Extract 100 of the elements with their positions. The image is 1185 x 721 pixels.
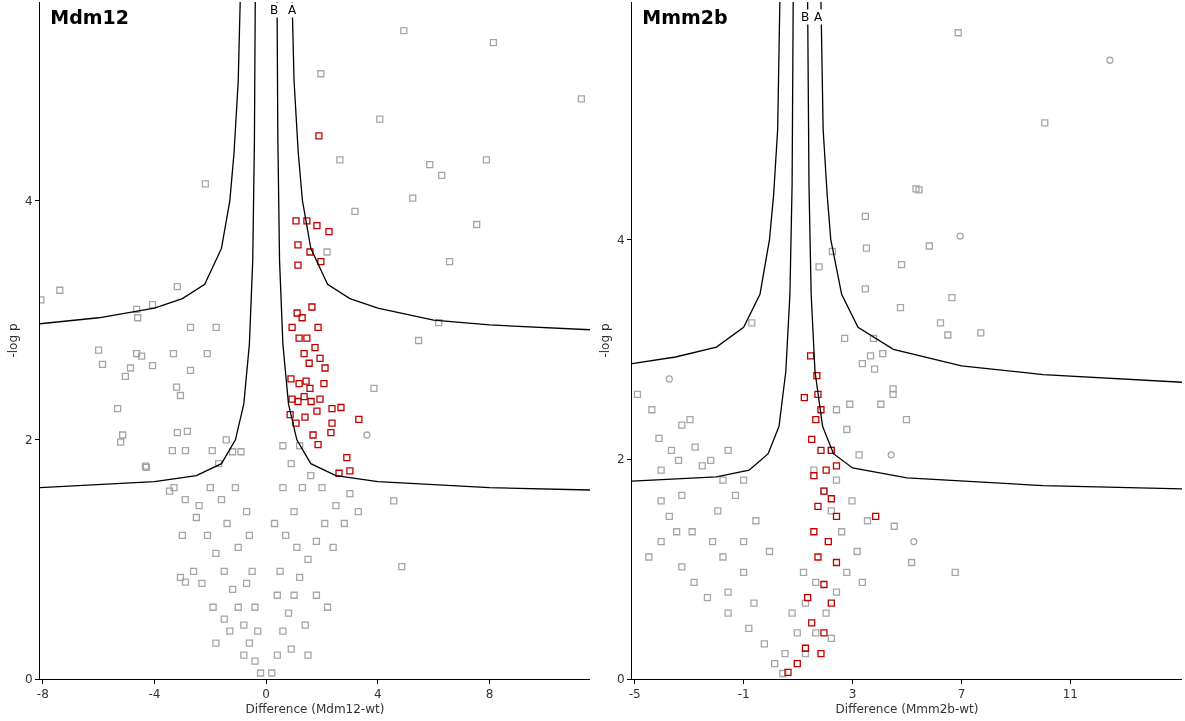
point bbox=[328, 419, 336, 427]
line-series bbox=[276, 2, 590, 491]
point bbox=[827, 495, 835, 503]
point bbox=[814, 390, 822, 398]
point bbox=[288, 323, 296, 331]
point bbox=[303, 217, 311, 225]
x-tick-label: -5 bbox=[628, 687, 641, 702]
point bbox=[315, 132, 323, 140]
point bbox=[956, 232, 964, 240]
point bbox=[328, 405, 336, 413]
point bbox=[820, 580, 828, 589]
point bbox=[814, 502, 822, 511]
point bbox=[293, 309, 301, 317]
point bbox=[808, 619, 816, 627]
point bbox=[820, 629, 828, 637]
point bbox=[337, 403, 345, 412]
y-tick-label: 0 bbox=[24, 672, 33, 687]
point bbox=[665, 375, 673, 383]
point bbox=[320, 379, 328, 388]
point bbox=[292, 419, 300, 427]
point bbox=[784, 668, 792, 677]
point bbox=[808, 435, 816, 444]
point bbox=[308, 303, 316, 311]
point bbox=[832, 512, 841, 520]
point bbox=[303, 334, 311, 342]
point bbox=[887, 451, 895, 459]
point bbox=[822, 466, 830, 474]
point bbox=[305, 359, 313, 367]
point bbox=[343, 454, 351, 462]
point bbox=[327, 428, 335, 437]
point bbox=[294, 397, 302, 406]
x-tick-label: -1 bbox=[737, 687, 750, 702]
point bbox=[317, 257, 325, 266]
x-tick-label: 3 bbox=[848, 687, 857, 702]
point bbox=[306, 248, 314, 256]
x-axis-title: Difference (Mmm2b-wt) bbox=[835, 702, 979, 717]
point bbox=[346, 467, 354, 475]
annotation: A bbox=[814, 10, 823, 24]
point bbox=[316, 395, 324, 403]
point bbox=[801, 644, 810, 652]
point bbox=[306, 384, 314, 392]
y-tick-label: 4 bbox=[616, 232, 625, 247]
point bbox=[288, 395, 296, 403]
point bbox=[300, 350, 308, 358]
point bbox=[307, 397, 315, 406]
point bbox=[287, 375, 295, 383]
point bbox=[814, 553, 822, 561]
point bbox=[824, 537, 832, 546]
point bbox=[872, 512, 880, 520]
point bbox=[363, 431, 371, 439]
x-tick-label: 4 bbox=[374, 687, 382, 702]
point bbox=[806, 352, 815, 360]
point bbox=[295, 334, 303, 342]
point bbox=[294, 241, 302, 249]
point bbox=[294, 261, 302, 269]
chart-title: Mdm12 bbox=[50, 6, 130, 29]
point bbox=[817, 406, 825, 414]
point bbox=[295, 379, 303, 388]
x-tick-label: 8 bbox=[485, 687, 494, 702]
annotation: B bbox=[270, 3, 279, 17]
y-tick-label: 2 bbox=[24, 432, 33, 447]
point bbox=[314, 323, 322, 331]
point bbox=[800, 394, 808, 402]
point bbox=[793, 659, 801, 668]
annotation: A bbox=[288, 3, 297, 17]
point bbox=[325, 228, 333, 236]
point bbox=[832, 462, 841, 470]
x-tick-label: 7 bbox=[957, 687, 966, 702]
point bbox=[302, 377, 310, 385]
x-axis-title: Difference (Mdm12-wt) bbox=[245, 702, 385, 717]
point bbox=[803, 594, 812, 602]
point bbox=[300, 393, 308, 401]
chart-title: Mmm2b bbox=[642, 6, 728, 29]
x-tick-label: 11 bbox=[1062, 687, 1079, 702]
point bbox=[309, 431, 317, 439]
point bbox=[321, 364, 329, 372]
line-series bbox=[820, 2, 1182, 383]
point bbox=[1106, 56, 1114, 64]
point bbox=[316, 354, 324, 363]
point bbox=[817, 446, 825, 455]
point bbox=[817, 650, 825, 658]
y-tick-label: 4 bbox=[24, 193, 33, 208]
y-tick-label: 2 bbox=[616, 452, 625, 467]
point bbox=[292, 217, 300, 225]
point bbox=[286, 411, 294, 419]
point bbox=[812, 415, 820, 424]
point bbox=[335, 469, 343, 477]
point bbox=[832, 558, 841, 567]
point bbox=[910, 537, 918, 546]
y-axis-title: -log p bbox=[598, 323, 613, 358]
point bbox=[313, 407, 321, 415]
point bbox=[810, 528, 818, 536]
y-axis-title: -log p bbox=[6, 323, 21, 358]
x-tick-label: 0 bbox=[262, 687, 270, 702]
point bbox=[301, 413, 309, 421]
point bbox=[355, 415, 363, 424]
annotation: B bbox=[801, 10, 810, 24]
point bbox=[810, 472, 818, 480]
x-tick-label: -4 bbox=[148, 687, 161, 702]
x-tick-label: -8 bbox=[36, 687, 49, 702]
